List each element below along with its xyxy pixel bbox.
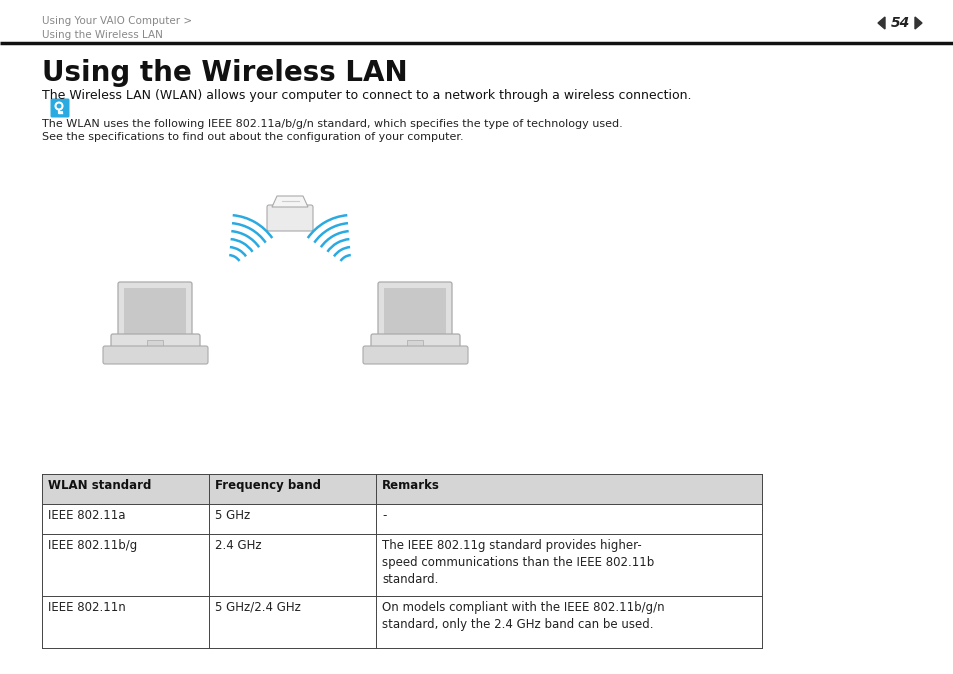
- FancyBboxPatch shape: [111, 334, 200, 351]
- Bar: [42, 474, 761, 504]
- Text: -: -: [382, 509, 386, 522]
- Text: Remarks: Remarks: [382, 479, 439, 492]
- Text: 54: 54: [889, 16, 908, 30]
- Text: WLAN standard: WLAN standard: [48, 479, 152, 492]
- Text: 5 GHz/2.4 GHz: 5 GHz/2.4 GHz: [214, 601, 300, 614]
- FancyBboxPatch shape: [377, 282, 452, 341]
- Text: Using the Wireless LAN: Using the Wireless LAN: [42, 59, 407, 87]
- FancyBboxPatch shape: [267, 205, 313, 231]
- Text: IEEE 802.11n: IEEE 802.11n: [48, 601, 126, 614]
- Bar: [407, 340, 422, 347]
- Text: Frequency band: Frequency band: [214, 479, 321, 492]
- FancyBboxPatch shape: [103, 346, 208, 364]
- FancyBboxPatch shape: [118, 282, 192, 341]
- Bar: [147, 340, 163, 347]
- Text: The WLAN uses the following IEEE 802.11a/b/g/n standard, which specifies the typ: The WLAN uses the following IEEE 802.11a…: [42, 119, 622, 129]
- FancyBboxPatch shape: [363, 346, 468, 364]
- Text: IEEE 802.11b/g: IEEE 802.11b/g: [48, 539, 137, 552]
- Text: On models compliant with the IEEE 802.11b/g/n
standard, only the 2.4 GHz band ca: On models compliant with the IEEE 802.11…: [382, 601, 664, 631]
- Polygon shape: [877, 17, 884, 29]
- Polygon shape: [914, 17, 921, 29]
- Bar: [124, 288, 186, 335]
- Text: The IEEE 802.11g standard provides higher-
speed communications than the IEEE 80: The IEEE 802.11g standard provides highe…: [382, 539, 654, 586]
- Text: Using Your VAIO Computer >: Using Your VAIO Computer >: [42, 16, 192, 26]
- Text: Using the Wireless LAN: Using the Wireless LAN: [42, 30, 163, 40]
- Polygon shape: [272, 196, 308, 207]
- Text: The Wireless LAN (WLAN) allows your computer to connect to a network through a w: The Wireless LAN (WLAN) allows your comp…: [42, 89, 691, 102]
- Text: 2.4 GHz: 2.4 GHz: [214, 539, 261, 552]
- Text: 5 GHz: 5 GHz: [214, 509, 250, 522]
- Text: See the specifications to find out about the configuration of your computer.: See the specifications to find out about…: [42, 132, 463, 142]
- Bar: [384, 288, 446, 335]
- Text: IEEE 802.11a: IEEE 802.11a: [48, 509, 126, 522]
- FancyBboxPatch shape: [371, 334, 459, 351]
- FancyBboxPatch shape: [51, 98, 70, 117]
